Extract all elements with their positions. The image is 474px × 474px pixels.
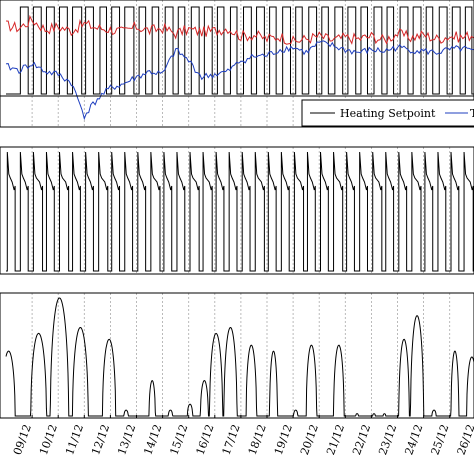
series-heating-setpoint	[6, 6, 474, 95]
series-temperature-red	[5, 14, 474, 45]
top-legend: Heating Setpoint T	[301, 99, 474, 127]
middle-grid	[31, 147, 451, 274]
bottom-axes-frame	[0, 292, 474, 419]
middle-axes-frame	[0, 146, 474, 275]
legend-label-heating: Heating Setpoint	[340, 107, 436, 120]
series-temperature-blue	[5, 40, 474, 121]
bottom-grid	[31, 293, 451, 418]
bottom-series	[5, 297, 474, 417]
middle-series	[6, 151, 474, 272]
top-axes-frame	[0, 0, 474, 128]
legend-label-t: T	[470, 107, 474, 120]
panel-top: Heating Setpoint T	[0, 0, 474, 128]
panel-middle	[0, 146, 474, 275]
top-series	[5, 6, 474, 121]
series-bottom	[5, 297, 474, 417]
series-middle	[6, 151, 474, 272]
